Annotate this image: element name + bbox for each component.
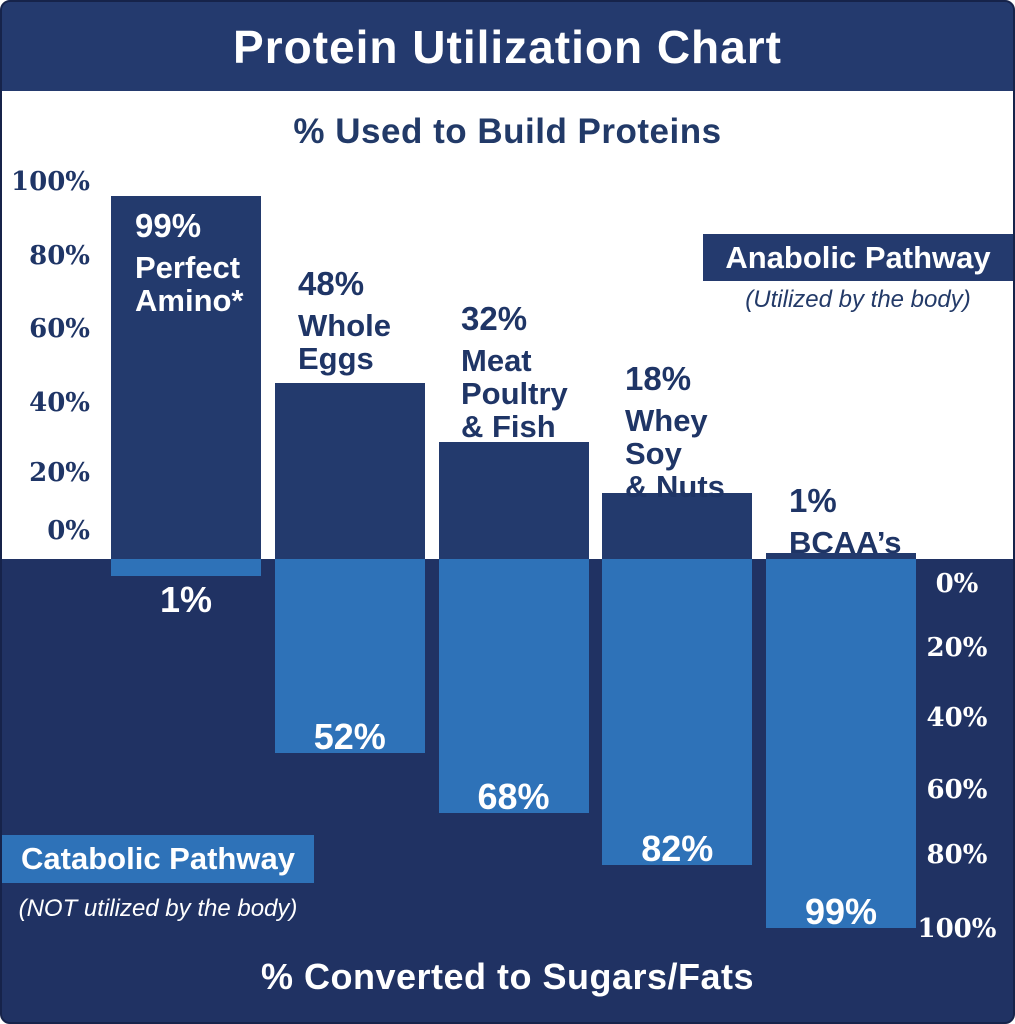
anabolic-value: 99% bbox=[135, 207, 202, 244]
left-axis-tick-100: 100% bbox=[11, 167, 90, 197]
right-axis-tick-60: 60% bbox=[926, 775, 988, 805]
anabolic-bar-whole-eggs bbox=[274, 382, 425, 559]
bar-label-meat-poultry-fish: 32% Meat Poultry & Fish bbox=[461, 301, 568, 443]
bar-label-whole-eggs: 48% Whole Eggs bbox=[298, 266, 391, 375]
right-axis-tick-20: 20% bbox=[926, 633, 988, 663]
catabolic-value-whole-eggs: 52% bbox=[313, 715, 386, 757]
catabolic-bar-meat-poultry-fish bbox=[438, 559, 589, 813]
catabolic-bar-whole-eggs bbox=[274, 559, 425, 753]
category-name: BCAA’s bbox=[789, 525, 902, 560]
catabolic-pathway-sublabel: (NOT utilized by the body) bbox=[18, 895, 298, 922]
chart-title: Protein Utilization Chart bbox=[233, 20, 782, 73]
left-axis-tick-80: 80% bbox=[29, 241, 90, 271]
anabolic-value: 18% bbox=[625, 360, 692, 397]
bar-label-perfect-amino: 99% Perfect Amino* bbox=[135, 208, 244, 317]
right-axis-tick-100: 100% bbox=[917, 914, 997, 944]
left-axis-tick-60: 60% bbox=[29, 314, 90, 344]
anabolic-value: 32% bbox=[461, 300, 528, 337]
catabolic-value-whey-soy-nuts: 82% bbox=[641, 827, 714, 869]
anabolic-bar-meat-poultry-fish bbox=[438, 441, 589, 559]
bar-label-whey-soy-nuts: 18% Whey Soy & Nuts bbox=[625, 361, 725, 503]
anabolic-bar-perfect-amino bbox=[111, 195, 261, 559]
anabolic-pathway-badge: Anabolic Pathway bbox=[703, 234, 1013, 281]
right-axis-tick-40: 40% bbox=[926, 703, 988, 733]
left-axis-tick-40: 40% bbox=[29, 388, 90, 418]
anabolic-pathway-label: Anabolic Pathway bbox=[725, 239, 991, 275]
anabolic-value: 48% bbox=[298, 265, 365, 302]
anabolic-axis-title: % Used to Build Proteins bbox=[293, 112, 722, 151]
chart-title-band: Protein Utilization Chart bbox=[2, 2, 1013, 91]
catabolic-axis-title: % Converted to Sugars/Fats bbox=[260, 956, 755, 997]
left-axis-tick-0: 0% bbox=[47, 516, 90, 546]
right-axis-tick-80: 80% bbox=[926, 840, 988, 870]
category-name: Meat Poultry & Fish bbox=[461, 343, 568, 444]
catabolic-pathway-badge: Catabolic Pathway bbox=[2, 835, 314, 883]
category-name: Whole Eggs bbox=[298, 308, 391, 376]
catabolic-value-meat-poultry-fish: 68% bbox=[477, 775, 550, 817]
bar-label-bcaas: 1% BCAA’s bbox=[789, 483, 902, 559]
catabolic-value-perfect-amino: 1% bbox=[159, 579, 213, 620]
anabolic-bar-whey-soy-nuts bbox=[602, 492, 753, 559]
catabolic-value-bcaas: 99% bbox=[804, 891, 878, 933]
category-name: Whey Soy & Nuts bbox=[625, 403, 725, 504]
anabolic-value: 1% bbox=[789, 482, 837, 519]
catabolic-bar-whey-soy-nuts bbox=[602, 559, 753, 865]
catabolic-pathway-label: Catabolic Pathway bbox=[21, 841, 295, 876]
anabolic-bar-bcaas bbox=[766, 553, 916, 559]
left-axis-tick-20: 20% bbox=[29, 458, 90, 488]
anabolic-pathway-sublabel: (Utilized by the body) bbox=[745, 286, 971, 313]
catabolic-bar-bcaas bbox=[766, 559, 916, 929]
right-axis-tick-0: 0% bbox=[935, 569, 979, 599]
category-name: Perfect Amino* bbox=[135, 250, 244, 318]
catabolic-bar-perfect-amino bbox=[111, 559, 261, 576]
